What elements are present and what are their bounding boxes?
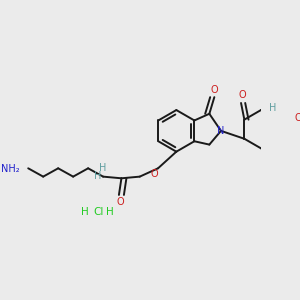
Text: O: O [295, 113, 300, 123]
Text: Cl: Cl [94, 207, 104, 218]
Text: O: O [151, 169, 158, 179]
Text: H: H [81, 207, 89, 218]
Text: O: O [211, 85, 218, 95]
Text: H: H [94, 171, 102, 181]
Text: H: H [99, 163, 107, 173]
Text: O: O [117, 197, 124, 207]
Text: NH₂: NH₂ [1, 164, 20, 174]
Text: H: H [269, 103, 276, 112]
Text: N: N [217, 126, 225, 136]
Text: H: H [106, 207, 114, 218]
Text: O: O [239, 91, 247, 100]
